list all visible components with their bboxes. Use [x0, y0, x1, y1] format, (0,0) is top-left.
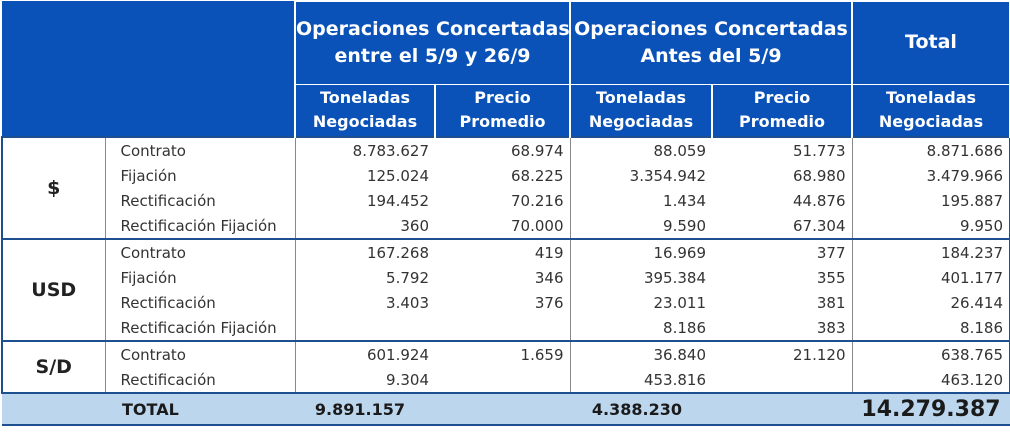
header-blank	[2, 1, 295, 84]
cell-total: 3.479.966	[851, 163, 1010, 188]
cell-t2: 16.969	[569, 238, 712, 265]
row-label: Rectificación Fijación	[105, 315, 296, 341]
cell-total: 8.186	[851, 315, 1010, 341]
total-p1-empty	[435, 392, 570, 426]
header-total: Total	[851, 0, 1010, 84]
cell-t1: 360	[400, 216, 429, 235]
cell-t2: 453.816	[569, 367, 712, 393]
row-label: Rectificación Fijación	[105, 213, 296, 239]
row-label: Contrato	[105, 136, 296, 163]
cell-t2: 36.840	[569, 340, 712, 367]
table-row: Rectificación Fijación 8.186 383 8.186	[2, 315, 1010, 341]
cell-t2: 9.590	[569, 213, 712, 239]
table-row: $ Contrato 8.783.627 68.974 88.059 51.77…	[1, 136, 1010, 239]
cell-t1: 5.792	[386, 268, 429, 287]
cell-total: 26.414	[851, 290, 1010, 315]
subheader-precio-recent: Precio Promedio	[434, 83, 571, 137]
cell-p1: 70.000	[511, 216, 564, 235]
total-label: TOTAL	[2, 392, 295, 426]
cell-t2: 88.059	[569, 136, 712, 163]
cell-t1: 8.783.627	[295, 136, 435, 163]
cell-p2: 44.876	[793, 191, 846, 210]
row-label: Fijación	[105, 265, 296, 290]
cell-p1: 70.216	[511, 191, 564, 210]
cell-p2	[712, 367, 852, 393]
cell-p1: 419	[435, 238, 570, 265]
table-row: Rectificación 194.452 70.216 1.434 44.87…	[2, 188, 1010, 213]
cell-p2: 51.773	[712, 136, 852, 163]
row-label: Contrato	[105, 238, 296, 265]
cell-p1: 68.974	[435, 136, 570, 163]
table-body: $ Contrato 8.783.627 68.974 88.059 51.77…	[1, 136, 1010, 426]
total-t2: 4.388.230	[570, 392, 712, 426]
cell-t1: 9.304	[386, 370, 429, 389]
subheader-toneladas-before: Toneladas Negociadas	[569, 83, 713, 137]
cell-p2: 377	[712, 238, 852, 265]
grand-total: 14.279.387	[852, 392, 1010, 426]
currency-label: USD	[1, 238, 106, 341]
cell-t2: 8.186	[569, 315, 712, 341]
currency-label: $	[1, 136, 106, 239]
cell-total: 463.120	[851, 367, 1010, 393]
table-row: S/D Contrato 601.924 1.659 36.840 21.120…	[1, 340, 1010, 393]
header-group-before: Operaciones Concertadas Antes del 5/9	[569, 0, 853, 84]
cell-p2: 381	[816, 293, 846, 312]
table-row: Rectificación 9.304 453.816 463.120	[2, 367, 1010, 393]
cell-p2: 68.980	[793, 166, 846, 185]
table-row: Rectificación 3.403 376 23.011 381 26.41…	[2, 290, 1010, 315]
subheader-blank	[2, 84, 295, 137]
cell-t1: 194.452	[366, 191, 429, 210]
cell-p1: 346	[534, 268, 564, 287]
cell-t2: 3.354.942	[569, 163, 712, 188]
cell-t1: 3.403	[386, 293, 429, 312]
currency-label: S/D	[1, 340, 106, 393]
total-p2-empty	[712, 392, 852, 426]
cell-p1	[435, 315, 570, 341]
table-row: Fijación 5.792 346 395.384 355 401.177	[2, 265, 1010, 290]
row-label: Fijación	[105, 163, 296, 188]
table-row: Rectificación Fijación 360 70.000 9.590 …	[2, 213, 1010, 239]
cell-p2: 67.304	[793, 216, 846, 235]
cell-p2: 21.120	[712, 340, 852, 367]
cell-p2: 355	[816, 268, 846, 287]
cell-t2: 395.384	[569, 265, 712, 290]
cell-total: 9.950	[851, 213, 1010, 239]
total-t1: 9.891.157	[295, 392, 435, 426]
cell-total: 8.871.686	[851, 136, 1010, 163]
header-group-recent: Operaciones Concertadas entre el 5/9 y 2…	[294, 0, 571, 84]
cell-t1: 167.268	[295, 238, 435, 265]
cell-t1: 601.924	[295, 340, 435, 367]
subheader-toneladas-recent: Toneladas Negociadas	[294, 83, 436, 137]
subheader-toneladas-total: Toneladas Negociadas	[851, 83, 1010, 137]
cell-t1: 125.024	[366, 166, 429, 185]
cell-t2: 1.434	[569, 188, 712, 213]
cell-t2: 23.011	[569, 290, 712, 315]
row-label: Rectificación	[105, 290, 296, 315]
cell-p1: 68.225	[511, 166, 564, 185]
cell-p2: 383	[816, 318, 846, 337]
row-label: Contrato	[105, 340, 296, 367]
table-row: USD Contrato 167.268 419 16.969 377 184.…	[1, 238, 1010, 341]
subheader-precio-before: Precio Promedio	[711, 83, 853, 137]
cell-total: 638.765	[851, 340, 1010, 367]
cell-total: 401.177	[851, 265, 1010, 290]
cell-total: 184.237	[851, 238, 1010, 265]
cell-t1	[295, 315, 435, 341]
cell-total: 195.887	[851, 188, 1010, 213]
row-label: Rectificación	[105, 367, 296, 393]
total-row: TOTAL 9.891.157 4.388.230 14.279.387	[2, 392, 1010, 426]
cell-p1	[435, 367, 570, 393]
cell-p1: 376	[534, 293, 564, 312]
table-row: Fijación 125.024 68.225 3.354.942 68.980…	[2, 163, 1010, 188]
cell-p1: 1.659	[435, 340, 570, 367]
row-label: Rectificación	[105, 188, 296, 213]
